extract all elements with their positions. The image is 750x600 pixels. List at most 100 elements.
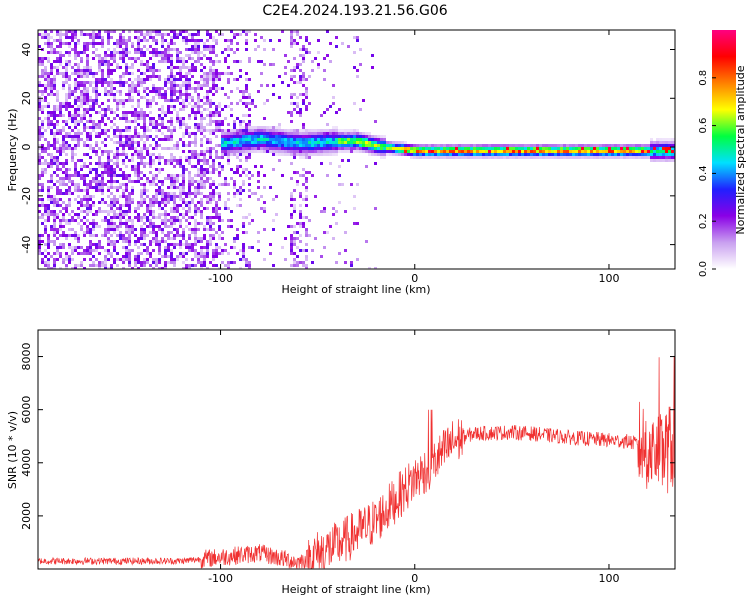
spectrogram-cell bbox=[92, 213, 95, 216]
spectrogram-cell bbox=[194, 243, 197, 246]
spectrogram-cell bbox=[47, 213, 50, 216]
spectrogram-cell bbox=[182, 39, 185, 42]
spectrogram-cell bbox=[179, 225, 182, 228]
spectrogram-cell bbox=[629, 153, 632, 156]
spectrogram-cell bbox=[275, 138, 278, 141]
colorbar-tick-label: 0.0 bbox=[698, 261, 709, 277]
spectrogram-cell bbox=[44, 69, 47, 72]
spectrogram-cell bbox=[512, 153, 515, 156]
spectrogram-cell bbox=[203, 81, 206, 84]
spectrogram-cell bbox=[410, 147, 413, 150]
spectrogram-cell bbox=[200, 201, 203, 204]
spectrogram-cell bbox=[203, 153, 206, 156]
spectrogram-cell bbox=[302, 138, 305, 141]
spectrogram-cell bbox=[416, 156, 419, 159]
spectrogram-cell bbox=[161, 54, 164, 57]
spectrogram-cell bbox=[47, 33, 50, 36]
spectrogram-cell bbox=[302, 174, 305, 177]
spectrogram-cell bbox=[311, 147, 314, 150]
spectrogram-cell bbox=[230, 129, 233, 132]
spectrogram-cell bbox=[176, 174, 179, 177]
spectrogram-cell bbox=[143, 234, 146, 237]
spectrogram-cell bbox=[296, 153, 299, 156]
spectrogram-cell bbox=[560, 147, 563, 150]
spectrogram-cell bbox=[500, 153, 503, 156]
spectrogram-cell bbox=[383, 138, 386, 141]
spectrogram-cell bbox=[47, 207, 50, 210]
spectrogram-cell bbox=[620, 147, 623, 150]
spectrogram-cell bbox=[47, 114, 50, 117]
spectrogram-cell bbox=[245, 39, 248, 42]
spectrogram-cell bbox=[71, 219, 74, 222]
spectrogram-cell bbox=[587, 147, 590, 150]
spectrogram-cell bbox=[308, 132, 311, 135]
spectrogram-cell bbox=[326, 144, 329, 147]
spectrogram-cell bbox=[110, 252, 113, 255]
spectrogram-cell bbox=[161, 156, 164, 159]
spectrogram-cell bbox=[122, 135, 125, 138]
spectrogram-cell bbox=[161, 108, 164, 111]
spectrogram-cell bbox=[179, 126, 182, 129]
spectrogram-cell bbox=[56, 150, 59, 153]
spectrogram-cell bbox=[185, 219, 188, 222]
spectrogram-cell bbox=[233, 195, 236, 198]
spectrogram-cell bbox=[215, 108, 218, 111]
spectrogram-cell bbox=[128, 126, 131, 129]
spectrogram-cell bbox=[203, 150, 206, 153]
spectrogram-cell bbox=[164, 234, 167, 237]
spectrogram-cell bbox=[170, 99, 173, 102]
spectrogram-cell bbox=[254, 48, 257, 51]
spectrogram-cell bbox=[404, 150, 407, 153]
spectrogram-cell bbox=[182, 255, 185, 258]
spectrogram-cell bbox=[125, 72, 128, 75]
spectrogram-cell bbox=[530, 156, 533, 159]
spectrogram-cell bbox=[248, 153, 251, 156]
spectrogram-cell bbox=[110, 228, 113, 231]
spectrogram-cell bbox=[98, 162, 101, 165]
spectrogram-cell bbox=[50, 177, 53, 180]
spectrogram-cell bbox=[197, 159, 200, 162]
spectrogram-cell bbox=[176, 216, 179, 219]
spectrogram-cell bbox=[290, 39, 293, 42]
spectrogram-cell bbox=[38, 156, 41, 159]
spectrogram-cell bbox=[656, 144, 659, 147]
spectrogram-cell bbox=[143, 33, 146, 36]
spectrogram-cell bbox=[188, 237, 191, 240]
spectrogram-cell bbox=[149, 102, 152, 105]
spectrogram-cell bbox=[155, 243, 158, 246]
spectrogram-cell bbox=[71, 36, 74, 39]
spectrogram-cell bbox=[413, 153, 416, 156]
spectrogram-cell bbox=[254, 132, 257, 135]
spectrogram-cell bbox=[170, 81, 173, 84]
spectrogram-cell bbox=[128, 135, 131, 138]
spectrogram-cell bbox=[380, 144, 383, 147]
spectrogram-cell bbox=[359, 147, 362, 150]
spectrogram-cell bbox=[80, 204, 83, 207]
spectrogram-cell bbox=[170, 195, 173, 198]
spectrogram-cell bbox=[506, 153, 509, 156]
spectrogram-cell bbox=[248, 213, 251, 216]
spectrogram-cell bbox=[545, 144, 548, 147]
spectrogram-cell bbox=[263, 39, 266, 42]
spectrogram-cell bbox=[110, 183, 113, 186]
spectrogram-cell bbox=[362, 150, 365, 153]
spectrogram-cell bbox=[56, 72, 59, 75]
spectrogram-cell bbox=[59, 168, 62, 171]
spectrogram-cell bbox=[581, 144, 584, 147]
spectrogram-cell bbox=[95, 162, 98, 165]
spectrogram-cell bbox=[203, 180, 206, 183]
spectrogram-cell bbox=[131, 192, 134, 195]
spectrogram-cell bbox=[104, 78, 107, 81]
spectrogram-cell bbox=[197, 102, 200, 105]
spectrogram-cell bbox=[197, 51, 200, 54]
spectrogram-cell bbox=[413, 150, 416, 153]
spectrogram-cell bbox=[140, 216, 143, 219]
spectrogram-cell bbox=[203, 255, 206, 258]
spectrogram-cell bbox=[242, 153, 245, 156]
spectrogram-cell bbox=[131, 138, 134, 141]
spectrogram-cell bbox=[62, 225, 65, 228]
spectrogram-cell bbox=[218, 60, 221, 63]
spectrogram-cell bbox=[518, 150, 521, 153]
spectrogram-cell bbox=[170, 66, 173, 69]
spectrogram-cell bbox=[131, 153, 134, 156]
